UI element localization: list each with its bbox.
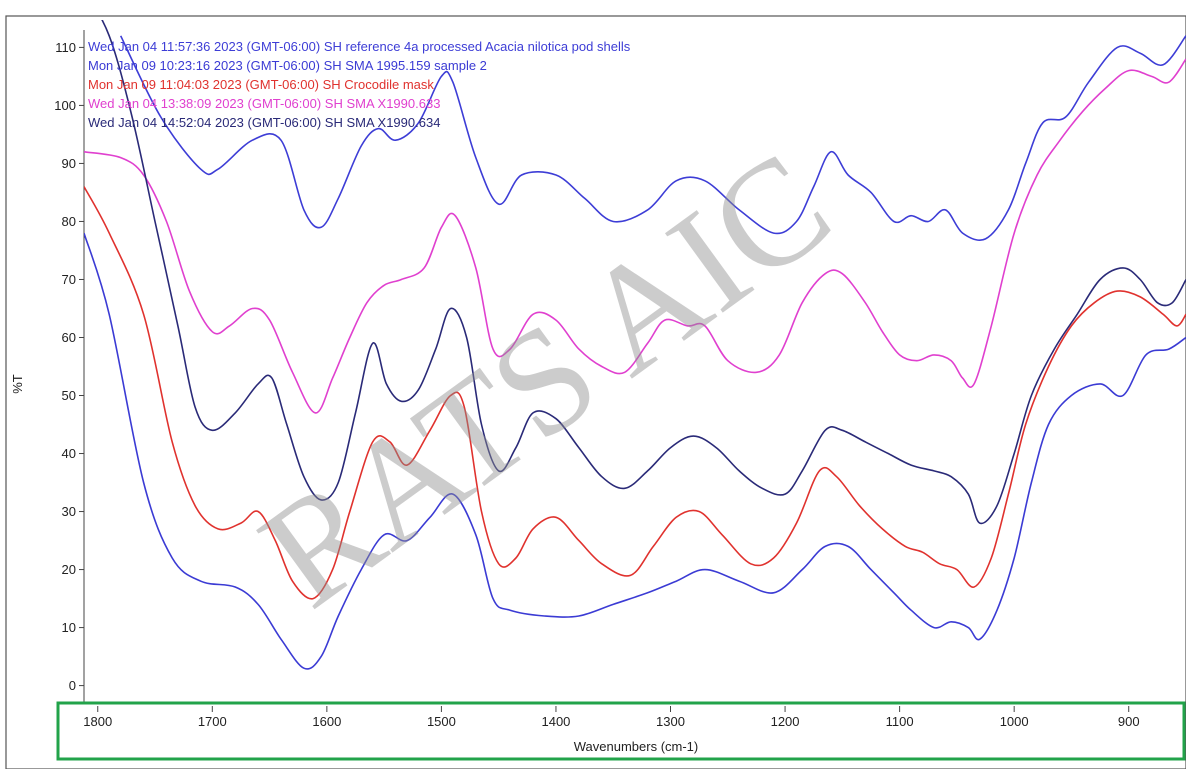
x-axis-ticks: 1800 1700 1600 1500 1400 1300 1200 1100 1000 900	[83, 706, 1140, 729]
x-tick-label: 1600	[312, 714, 341, 729]
series-line-3	[84, 186, 1186, 600]
y-tick-label: 70	[62, 272, 76, 287]
series-line-4	[84, 58, 1186, 414]
y-tick-label: 60	[62, 330, 76, 345]
y-tick-label: 10	[62, 620, 76, 635]
x-tick-label: 1700	[198, 714, 227, 729]
x-tick-label: 1400	[541, 714, 570, 729]
x-tick-label: 1000	[1000, 714, 1029, 729]
y-tick-label: 50	[62, 388, 76, 403]
y-tick-label: 110	[55, 40, 76, 55]
y-axis-ticks: 0 10 20 30 40 50 60 70 80 90 100 110	[54, 40, 84, 693]
y-axis-label: %T	[10, 374, 25, 394]
legend-entry-5: Wed Jan 04 14:52:04 2023 (GMT-06:00) SH …	[88, 115, 440, 130]
x-tick-label: 1100	[886, 714, 914, 729]
x-tick-label: 1800	[83, 714, 112, 729]
y-tick-label: 40	[62, 446, 76, 461]
series-line-5	[101, 20, 1186, 525]
series-group	[84, 20, 1186, 670]
legend-entry-4: Wed Jan 04 13:38:09 2023 (GMT-06:00) SH …	[88, 96, 440, 111]
x-axis-highlight-box	[56, 701, 1186, 761]
x-tick-label: 1500	[427, 714, 456, 729]
x-tick-label: 900	[1118, 714, 1140, 729]
chart-frame	[5, 15, 1186, 769]
y-tick-label: 0	[69, 678, 76, 693]
x-axis-label: Wavenumbers (cm-1)	[574, 739, 698, 754]
series-line-1	[119, 35, 1186, 242]
y-tick-label: 80	[62, 214, 76, 229]
x-tick-label: 1300	[656, 714, 685, 729]
legend: Wed Jan 04 11:57:36 2023 (GMT-06:00) SH …	[88, 39, 631, 130]
legend-entry-2: Mon Jan 09 10:23:16 2023 (GMT-06:00) SH …	[88, 58, 487, 73]
y-tick-label: 90	[62, 156, 76, 171]
legend-entry-3: Mon Jan 09 11:04:03 2023 (GMT-06:00) SH …	[88, 77, 434, 92]
y-tick-label: 20	[62, 562, 76, 577]
x-tick-label: 1200	[771, 714, 800, 729]
y-tick-label: 30	[62, 504, 76, 519]
y-tick-label: 100	[54, 98, 76, 113]
legend-entry-1: Wed Jan 04 11:57:36 2023 (GMT-06:00) SH …	[88, 39, 631, 54]
series-line-2	[84, 232, 1186, 670]
